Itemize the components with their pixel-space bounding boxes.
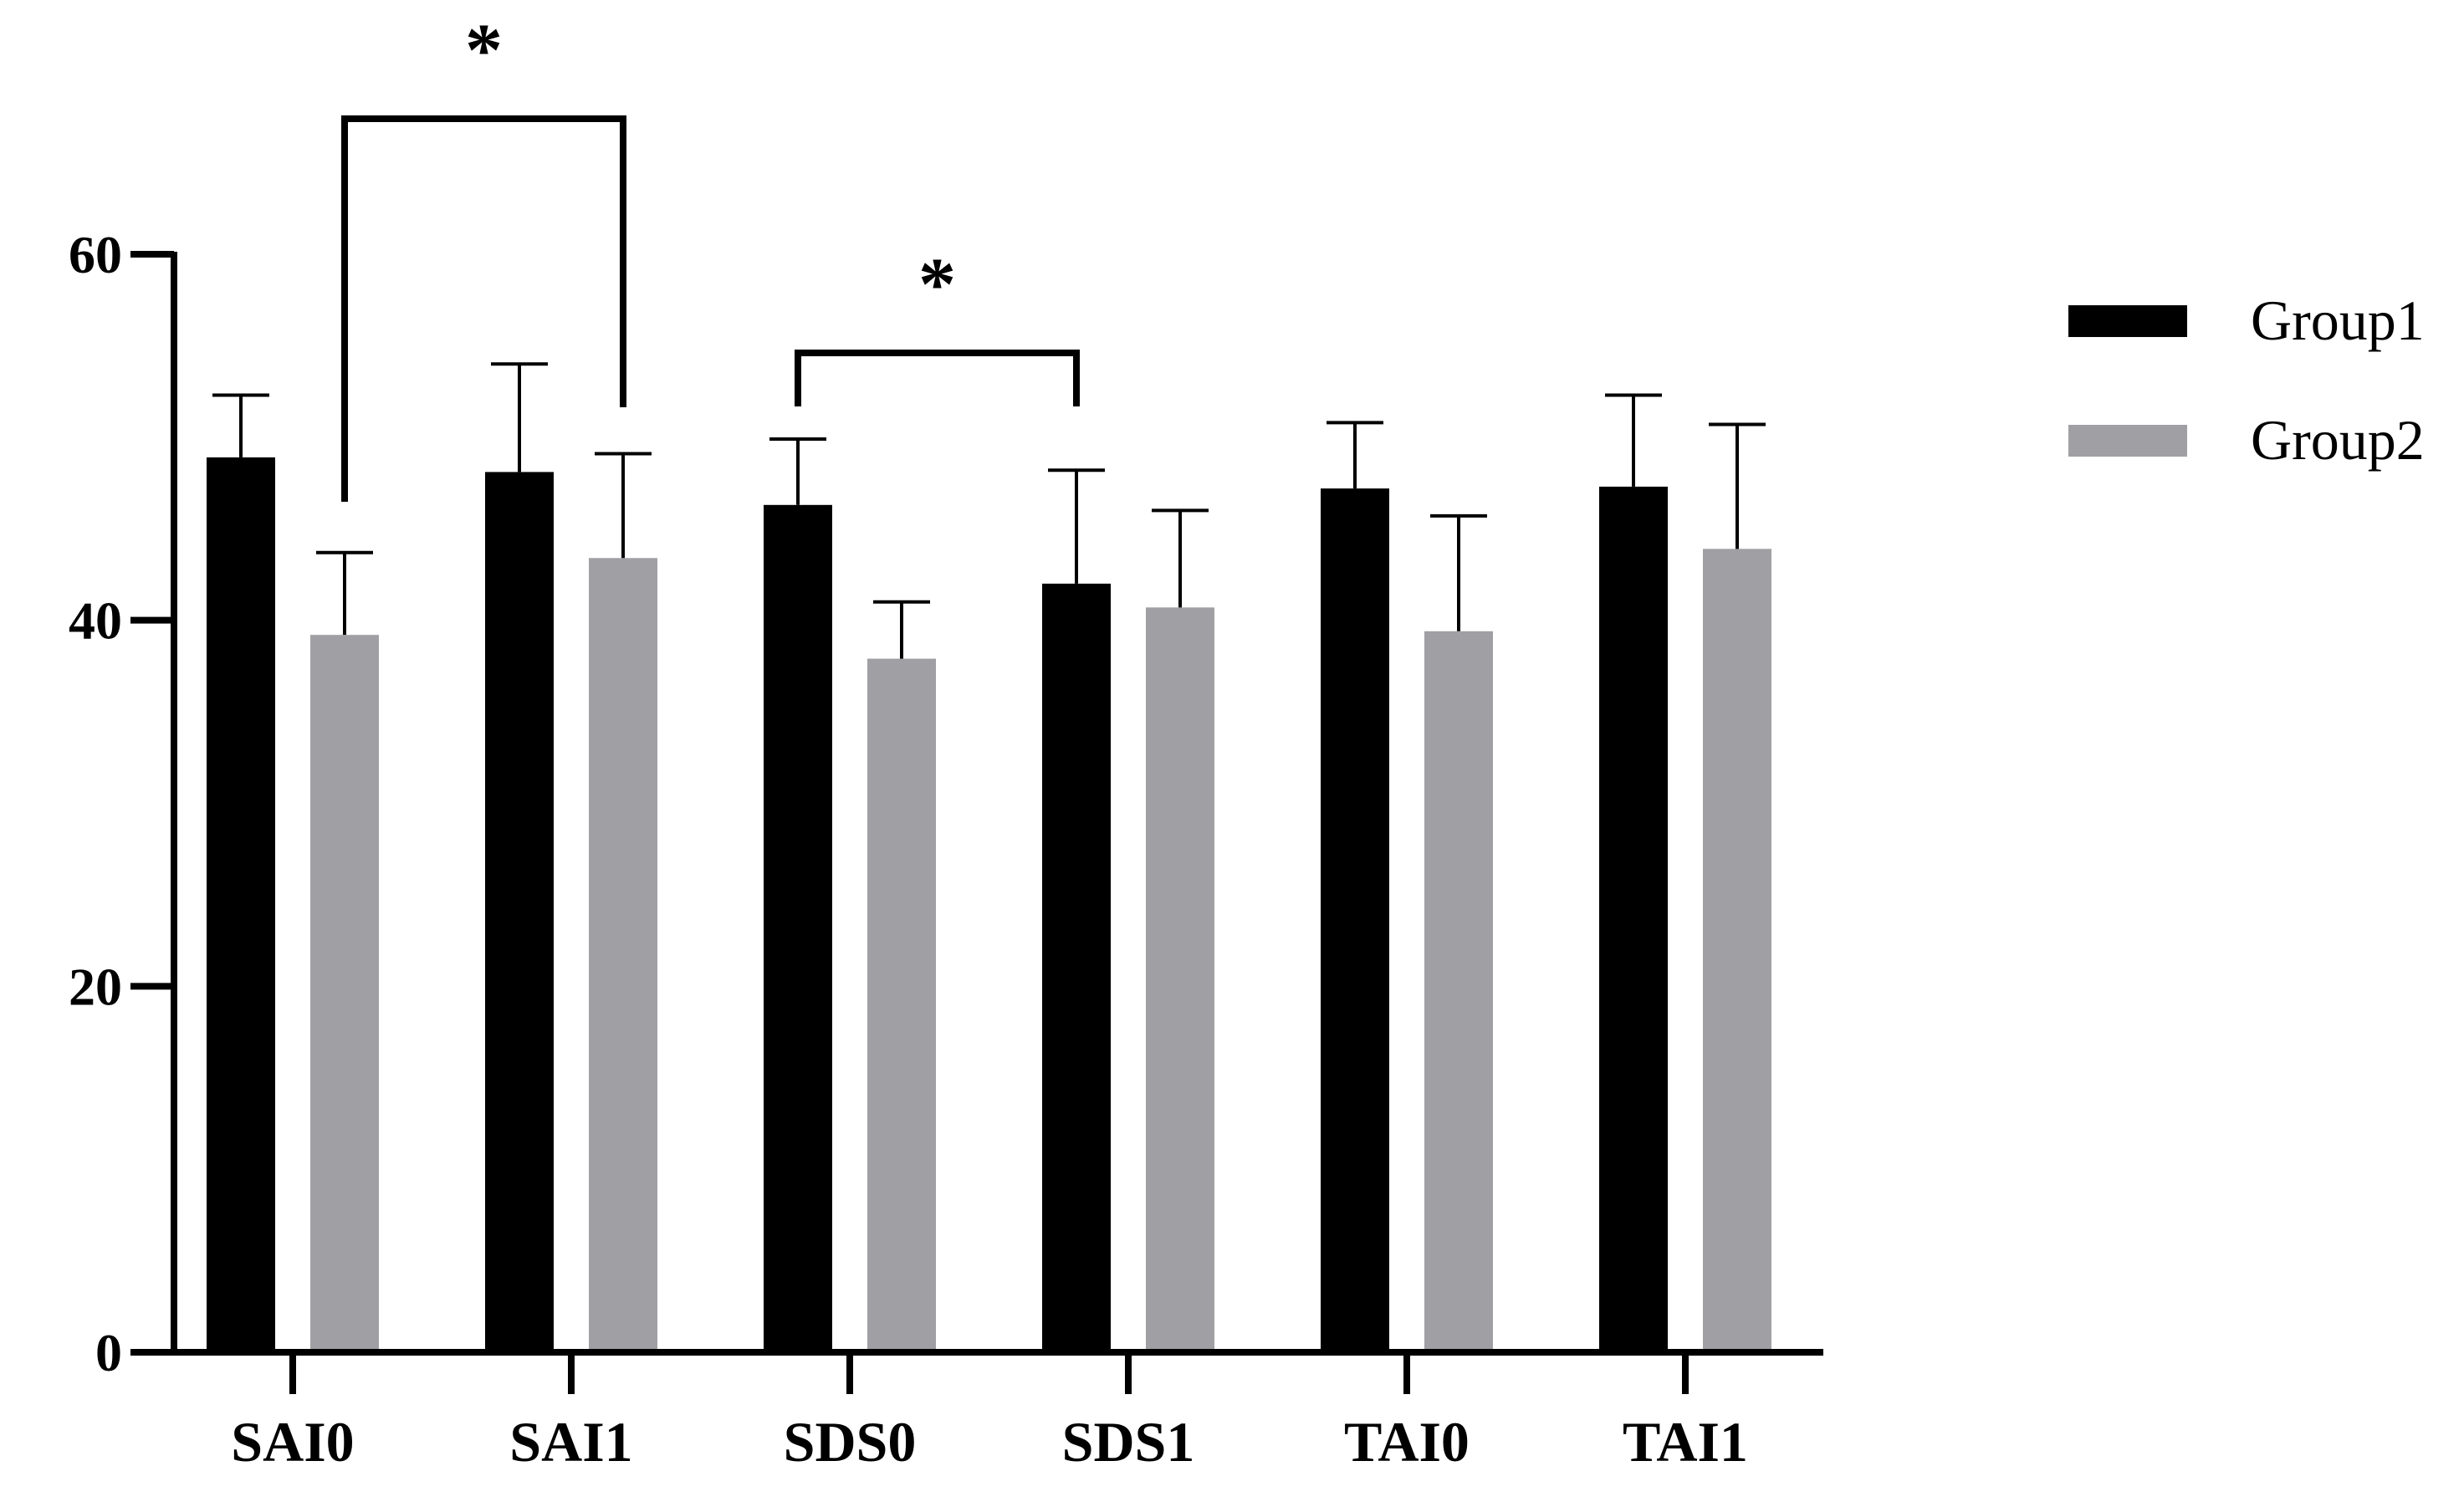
bar-sds0-group2	[867, 658, 936, 1352]
bar-sds0-group1	[764, 504, 832, 1352]
x-tick-label-sds1: SDS1	[1062, 1410, 1195, 1474]
x-tick-label-tai1: TAI1	[1623, 1410, 1748, 1474]
significance-star-1: *	[465, 9, 503, 92]
y-tick-label-40: 40	[69, 591, 122, 651]
bar-tai1-group1	[1599, 486, 1668, 1352]
x-tick-label-sai1: SAI1	[509, 1410, 632, 1474]
x-tick-label-sds0: SDS0	[784, 1410, 917, 1474]
bar-sds1-group1	[1042, 583, 1111, 1352]
bar-sai0-group2	[310, 635, 379, 1352]
axes-layer: 0 20 40 60 SAI0 SAI1 SDS0 SDS1 TAI0 TAI1	[69, 225, 1823, 1474]
bars-layer	[207, 457, 1771, 1353]
legend: Group1 Group2	[2068, 289, 2425, 472]
x-tick-label-sai0: SAI0	[231, 1410, 354, 1474]
bar-sai1-group2	[589, 558, 657, 1352]
significance-bracket-2	[795, 350, 1080, 406]
legend-label-group2: Group2	[2251, 408, 2425, 472]
y-tick-label-20: 20	[69, 957, 122, 1016]
error-bars-layer	[212, 362, 1766, 659]
bar-tai1-group2	[1703, 549, 1771, 1352]
bar-tai0-group2	[1424, 631, 1493, 1352]
x-tick-label-tai0: TAI0	[1344, 1410, 1470, 1474]
bar-sds1-group2	[1146, 607, 1214, 1352]
bar-tai0-group1	[1321, 488, 1389, 1352]
bar-sai1-group1	[485, 472, 554, 1353]
legend-swatch-group1	[2068, 305, 2187, 337]
significance-star-2: *	[918, 243, 956, 326]
legend-swatch-group2	[2068, 425, 2187, 457]
y-tick-label-60: 60	[69, 225, 122, 284]
y-tick-label-0: 0	[95, 1323, 122, 1382]
legend-label-group1: Group1	[2251, 289, 2425, 352]
significance-bracket-1	[341, 115, 626, 502]
significance-layer: **	[341, 9, 1080, 502]
bar-sai0-group1	[207, 457, 275, 1352]
